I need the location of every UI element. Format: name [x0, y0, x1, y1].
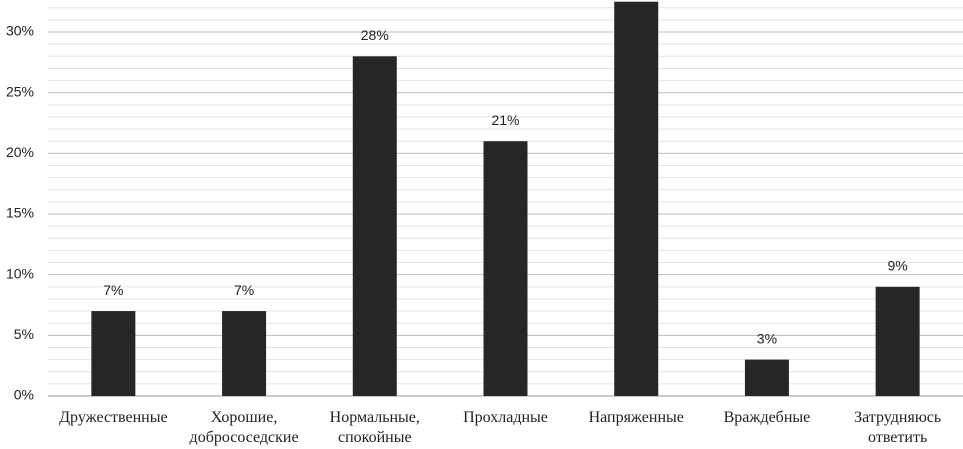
x-tick-label: Нормальные, спокойные: [330, 409, 420, 446]
data-label: 7%: [103, 282, 123, 298]
bar: [483, 141, 528, 396]
data-label: 7%: [234, 282, 254, 298]
x-tick-label: Враждебные: [724, 409, 811, 426]
bar: [352, 56, 397, 396]
y-tick-label: 15%: [6, 205, 34, 221]
bar: [875, 286, 920, 396]
x-tick-label: Затрудняюсь ответить: [854, 409, 941, 446]
y-tick-label: 10%: [6, 265, 34, 281]
bar: [614, 1, 659, 396]
y-tick-label: 0%: [14, 387, 34, 403]
bar: [744, 359, 789, 396]
y-tick-label: 25%: [6, 83, 34, 99]
data-label: 3%: [757, 330, 777, 346]
x-tick-label: Хорошие, добрососедские: [190, 409, 299, 446]
x-tick-label: Прохладные: [463, 409, 548, 426]
data-label: 28%: [361, 27, 389, 43]
x-tick-label: Напряженные: [589, 409, 684, 426]
y-tick-label: 20%: [6, 144, 34, 160]
bars: [91, 1, 920, 396]
x-tick-label: Дружественные: [59, 409, 167, 426]
bar: [222, 311, 267, 396]
y-tick-label: 30%: [6, 23, 34, 39]
data-label: 9%: [888, 258, 908, 274]
bar: [91, 311, 136, 396]
y-tick-label: 5%: [14, 326, 34, 342]
data-label: 21%: [491, 112, 519, 128]
